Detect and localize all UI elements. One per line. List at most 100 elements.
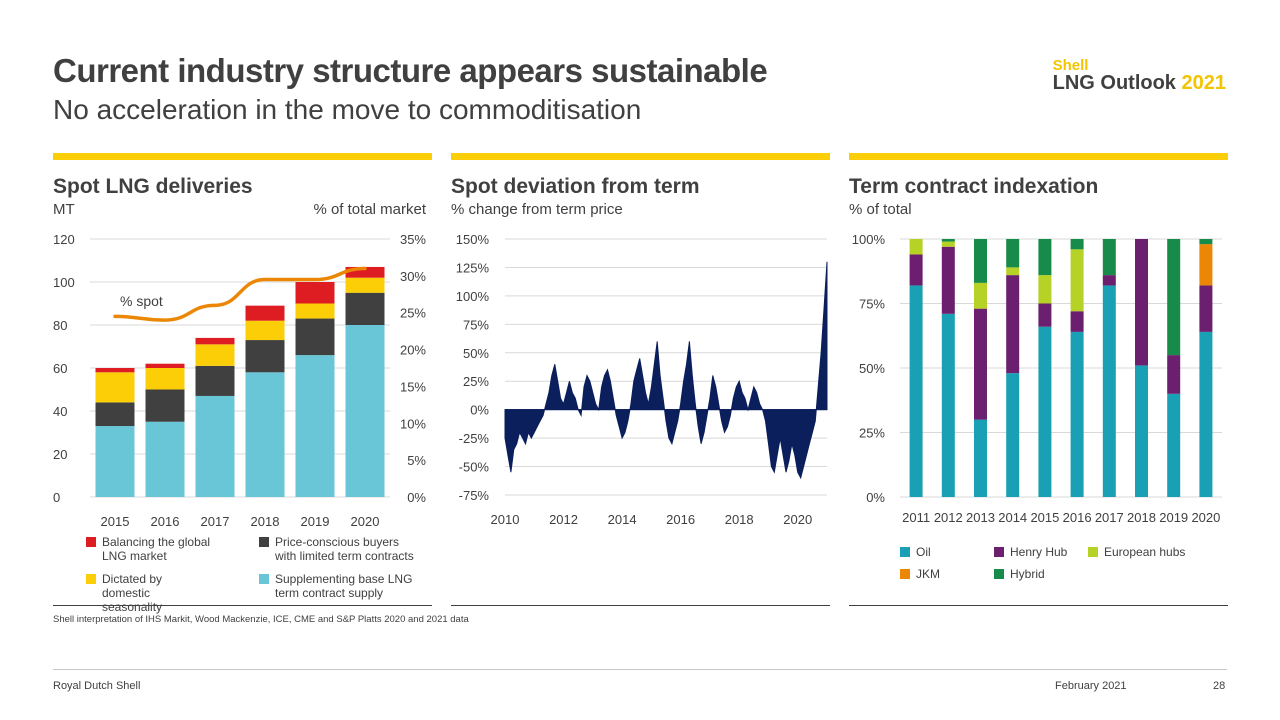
spot-deliveries-chart: 0 20 40 60 80 100 120 0% 5% 10% 15% 20% 25% 30% 35% 201… bbox=[53, 232, 426, 529]
bar-segment bbox=[345, 325, 385, 497]
y-tick-label: 150% bbox=[456, 232, 490, 247]
source-note: Shell interpretation of IHS Markit, Wood… bbox=[53, 614, 469, 625]
bar-segment bbox=[195, 395, 235, 497]
bar-segment bbox=[195, 337, 235, 345]
bar-segment bbox=[941, 241, 955, 247]
legend-label: European hubs bbox=[1104, 545, 1186, 559]
y2-tick-label: 5% bbox=[407, 453, 426, 468]
bar-segment bbox=[909, 239, 923, 255]
y-tick-label: -75% bbox=[459, 488, 490, 503]
y-tick-label: -50% bbox=[459, 460, 490, 475]
bar-segment bbox=[195, 365, 235, 396]
bar-segment bbox=[1006, 373, 1020, 497]
legend-swatch bbox=[1088, 547, 1098, 557]
bar-segment bbox=[1199, 239, 1213, 245]
x-tick-label: 2017 bbox=[1095, 510, 1124, 525]
legend-swatch bbox=[900, 547, 910, 557]
legend-swatch bbox=[86, 574, 96, 584]
deviation-area bbox=[504, 261, 828, 480]
legend-label: JKM bbox=[916, 567, 940, 581]
x-tick-label: 2020 bbox=[783, 512, 812, 527]
legend-label: Price-conscious buyers with limited term… bbox=[275, 535, 414, 563]
bar-segment bbox=[145, 368, 185, 390]
bar-segment bbox=[941, 246, 955, 314]
y2-tick-label: 0% bbox=[407, 490, 426, 505]
y-tick-label: 50% bbox=[859, 361, 885, 376]
y-tick-label: 100 bbox=[53, 275, 75, 290]
y-tick-label: 100% bbox=[852, 232, 886, 247]
y-tick-label: 120 bbox=[53, 232, 75, 247]
x-tick-label: 2012 bbox=[549, 512, 578, 527]
panel-bottom-rule-dev bbox=[451, 605, 830, 606]
y-tick-label: 25% bbox=[859, 426, 885, 441]
panel-divider-spot bbox=[53, 153, 432, 160]
dev-unit: % change from term price bbox=[451, 201, 623, 218]
bar-segment bbox=[1038, 239, 1052, 276]
legend-label: Balancing the global LNG market bbox=[102, 535, 211, 563]
bar-segment bbox=[1199, 285, 1213, 332]
legend-label: Henry Hub bbox=[1010, 545, 1068, 559]
bar-segment bbox=[1006, 267, 1020, 276]
brand-year: 2021 bbox=[1181, 72, 1227, 94]
y-tick-label: 25% bbox=[463, 374, 489, 389]
x-tick-label: 2018 bbox=[251, 514, 280, 529]
panel-bottom-rule-spot bbox=[53, 605, 432, 606]
spot-chart-title: Spot LNG deliveries bbox=[53, 175, 253, 198]
bar-segment bbox=[941, 239, 955, 242]
bar-segment bbox=[1038, 326, 1052, 497]
x-tick-label: 2016 bbox=[151, 514, 180, 529]
brand-logo: Shell LNG Outlook 2021 bbox=[1053, 58, 1226, 93]
bar-segment bbox=[974, 239, 987, 283]
page-subtitle: No acceleration in the move to commoditi… bbox=[53, 94, 642, 125]
x-tick-label: 2013 bbox=[966, 510, 995, 525]
y-tick-label: 0 bbox=[53, 490, 60, 505]
spot-unit-right: % of total market bbox=[313, 201, 426, 218]
panel-divider-dev bbox=[451, 153, 830, 160]
bar-segment bbox=[95, 426, 135, 497]
y-tick-label: 80 bbox=[53, 318, 67, 333]
bar-segment bbox=[1167, 393, 1181, 497]
legend-swatch bbox=[259, 574, 269, 584]
footer-date: February 2021 bbox=[1055, 680, 1127, 692]
y-tick-label: 75% bbox=[859, 297, 885, 312]
y2-tick-label: 10% bbox=[400, 416, 426, 431]
dev-chart-title: Spot deviation from term bbox=[451, 175, 700, 198]
bar-segment bbox=[1102, 275, 1116, 286]
x-tick-label: 2015 bbox=[101, 514, 130, 529]
brand-outlook: LNG Outlook 2021 bbox=[1053, 73, 1226, 93]
legend-label: Supplementing base LNG term contract sup… bbox=[275, 572, 413, 600]
term-indexation-chart: 0%25%50%75%100%2011 2012 2013 2014 2015 2016 2… bbox=[852, 232, 1222, 525]
legend-swatch bbox=[994, 569, 1004, 579]
bar-segment bbox=[345, 292, 385, 325]
x-tick-label: 2014 bbox=[608, 512, 637, 527]
y-tick-label: 20 bbox=[53, 447, 67, 462]
x-tick-label: 2010 bbox=[491, 512, 520, 527]
bar-segment bbox=[1167, 355, 1181, 394]
bar-segment bbox=[95, 372, 135, 403]
bar-segment bbox=[345, 277, 385, 293]
bar-segment bbox=[1038, 303, 1052, 327]
bar-segment bbox=[95, 368, 135, 373]
x-tick-label: 2016 bbox=[1063, 510, 1092, 525]
y-tick-label: 100% bbox=[456, 289, 490, 304]
bar-segment bbox=[1038, 275, 1052, 304]
bar-segment bbox=[95, 402, 135, 427]
y2-tick-label: 30% bbox=[400, 269, 426, 284]
bar-segment bbox=[1070, 249, 1084, 312]
bar-segment bbox=[145, 421, 185, 497]
x-tick-label: 2012 bbox=[934, 510, 963, 525]
bar-segment bbox=[909, 285, 923, 497]
bar-segment bbox=[1070, 311, 1084, 332]
bar-segment bbox=[1006, 239, 1020, 268]
y-tick-label: 75% bbox=[463, 317, 489, 332]
bar-segment bbox=[295, 282, 335, 304]
y2-tick-label: 15% bbox=[400, 379, 426, 394]
y-tick-label: 40 bbox=[53, 404, 67, 419]
y-tick-label: 0% bbox=[866, 490, 885, 505]
legend-label: Dictated by domestic seasonality bbox=[102, 572, 163, 614]
y-tick-label: 60 bbox=[53, 361, 67, 376]
x-tick-label: 2020 bbox=[351, 514, 380, 529]
bar-segment bbox=[195, 344, 235, 366]
x-tick-label: 2019 bbox=[301, 514, 330, 529]
bar-segment bbox=[1167, 239, 1181, 356]
